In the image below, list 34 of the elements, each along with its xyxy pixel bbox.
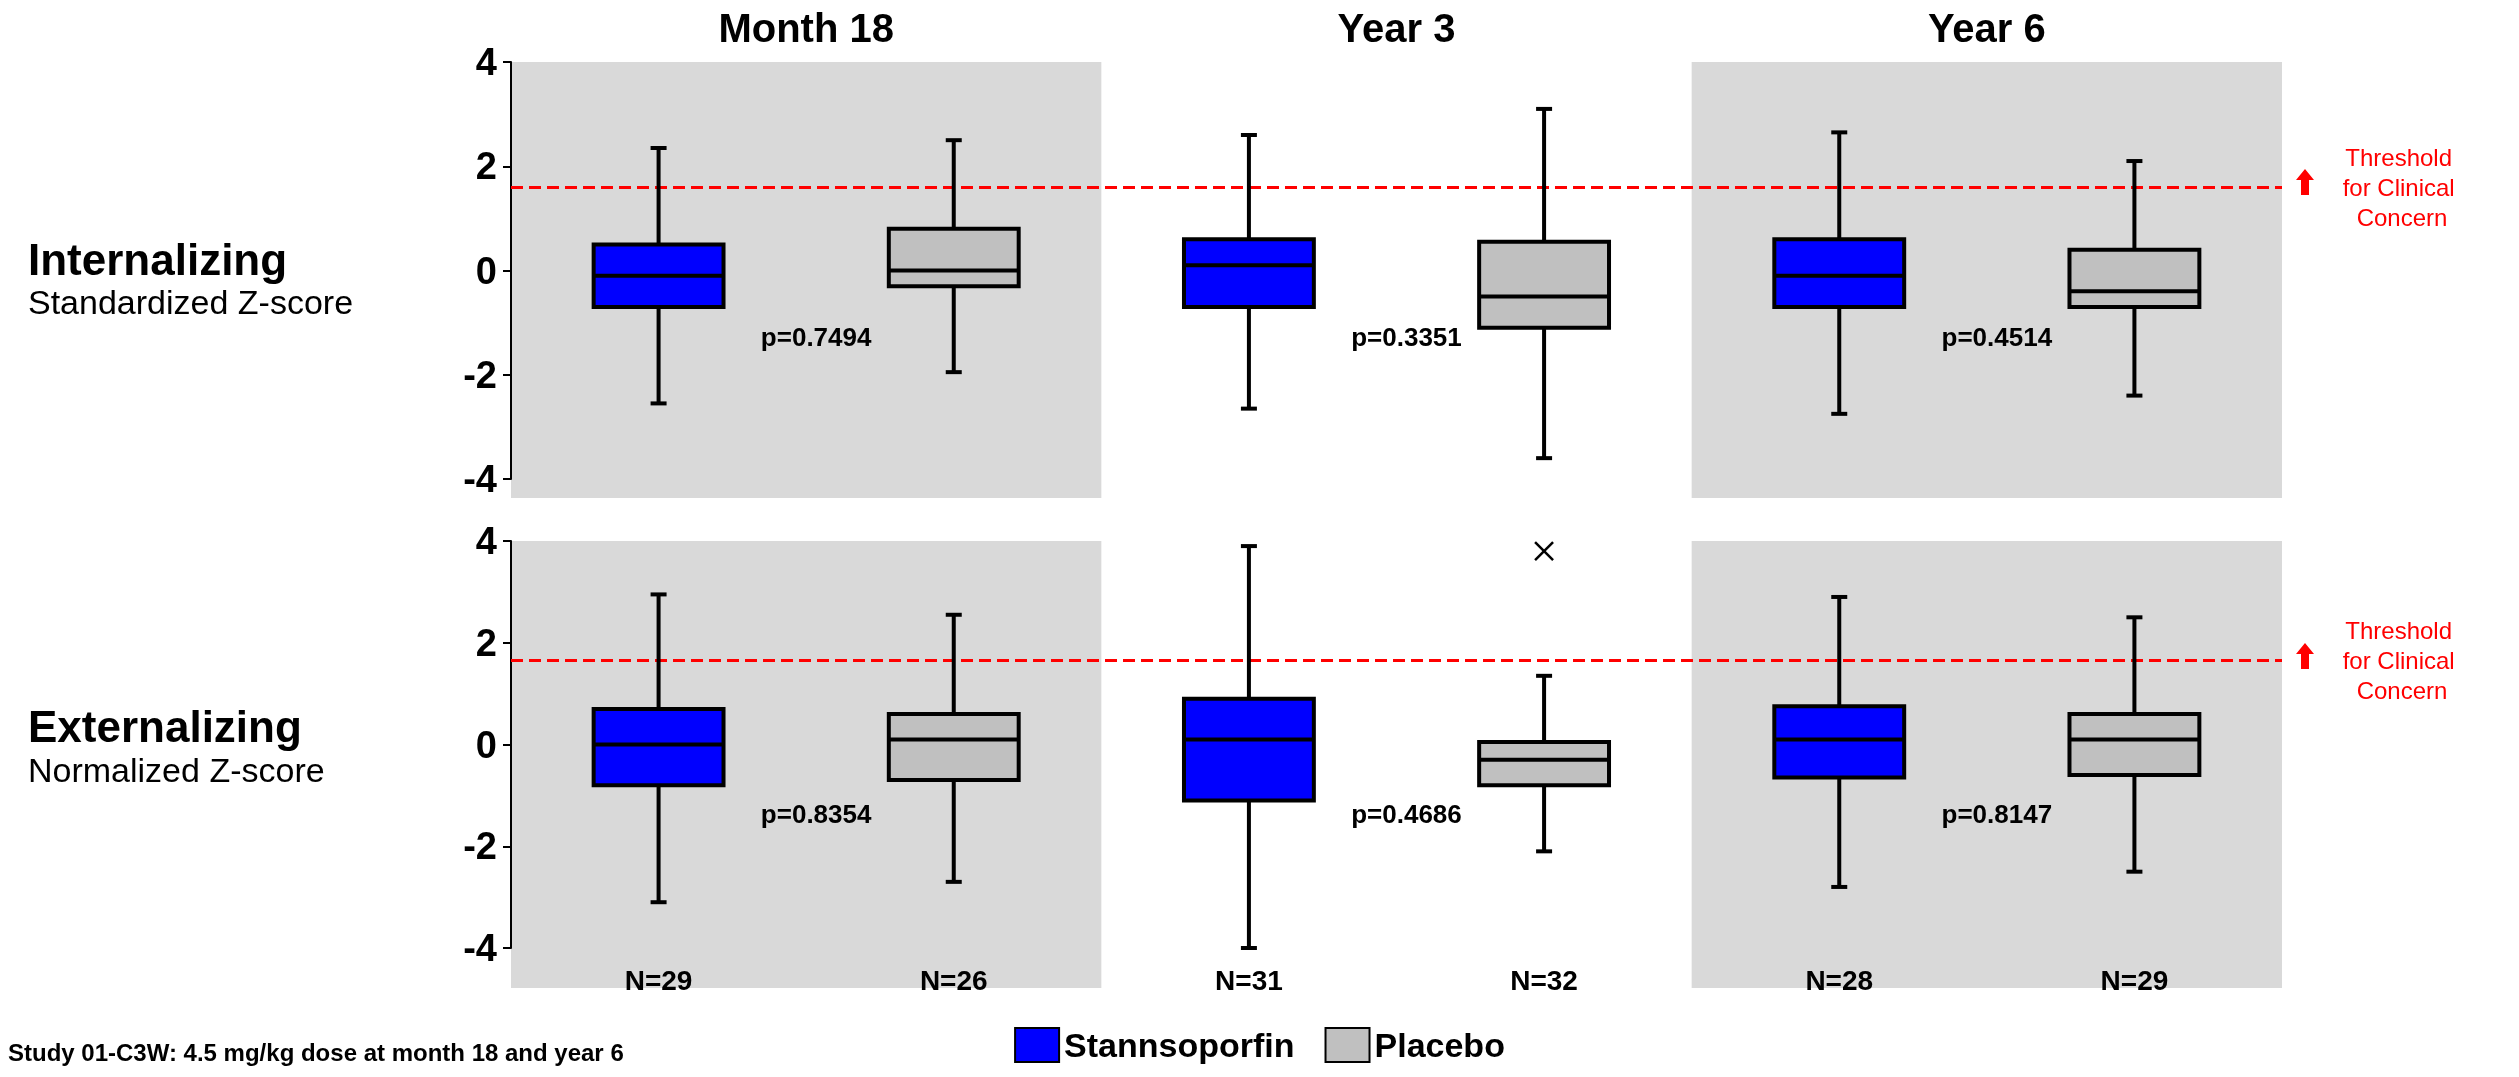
- annotation: p=0.8147: [1941, 798, 2053, 829]
- text: N=28: [1805, 964, 1874, 996]
- y-tick-label: -2: [463, 825, 497, 868]
- annotation: p=0.3351: [1351, 322, 1462, 353]
- ref-line-label: Threshold for Clinical Concern: [2342, 143, 2462, 231]
- text: N=31: [1215, 964, 1283, 996]
- annotation: p=0.7494: [760, 322, 872, 353]
- y-tick-label: 0: [475, 723, 497, 766]
- x-tick-label: Year 3: [1337, 6, 1456, 50]
- y-axis-title: Internalizing: [28, 234, 288, 284]
- y-tick-label: -2: [463, 353, 497, 396]
- y-tick-label: 2: [475, 145, 497, 188]
- y-tick-label: 4: [475, 41, 497, 83]
- text: N=29: [624, 964, 693, 996]
- y-tick-label: 0: [475, 249, 497, 292]
- text: Standardized Z-score: [28, 283, 354, 321]
- annotation: p=0.4514: [1941, 322, 2053, 353]
- y-tick-label: 2: [475, 621, 497, 664]
- text: N=29: [2100, 964, 2169, 996]
- ref-line-label: Threshold for Clinical Concern: [2342, 617, 2462, 705]
- y-tick-label: -4: [463, 927, 497, 969]
- y-tick-label: -4: [463, 458, 497, 500]
- y-axis-title: Externalizing: [28, 702, 302, 751]
- text: Normalized Z-score: [28, 750, 325, 789]
- legend-label: Placebo: [1374, 1026, 1505, 1064]
- y-tick-label: 4: [475, 520, 497, 562]
- text: N=26: [919, 964, 988, 996]
- x-tick-label: Year 6: [1927, 6, 2046, 50]
- text: N=32: [1510, 964, 1578, 996]
- text: Study 01-C3W: 4.5 mg/kg dose at month 18 and year 6: [8, 1038, 624, 1066]
- x-tick-label: Month 18: [718, 6, 894, 50]
- annotation: p=0.4686: [1351, 798, 1462, 829]
- legend-label: Stannsoporfin: [1064, 1026, 1295, 1064]
- annotation: p=0.8354: [760, 798, 872, 829]
